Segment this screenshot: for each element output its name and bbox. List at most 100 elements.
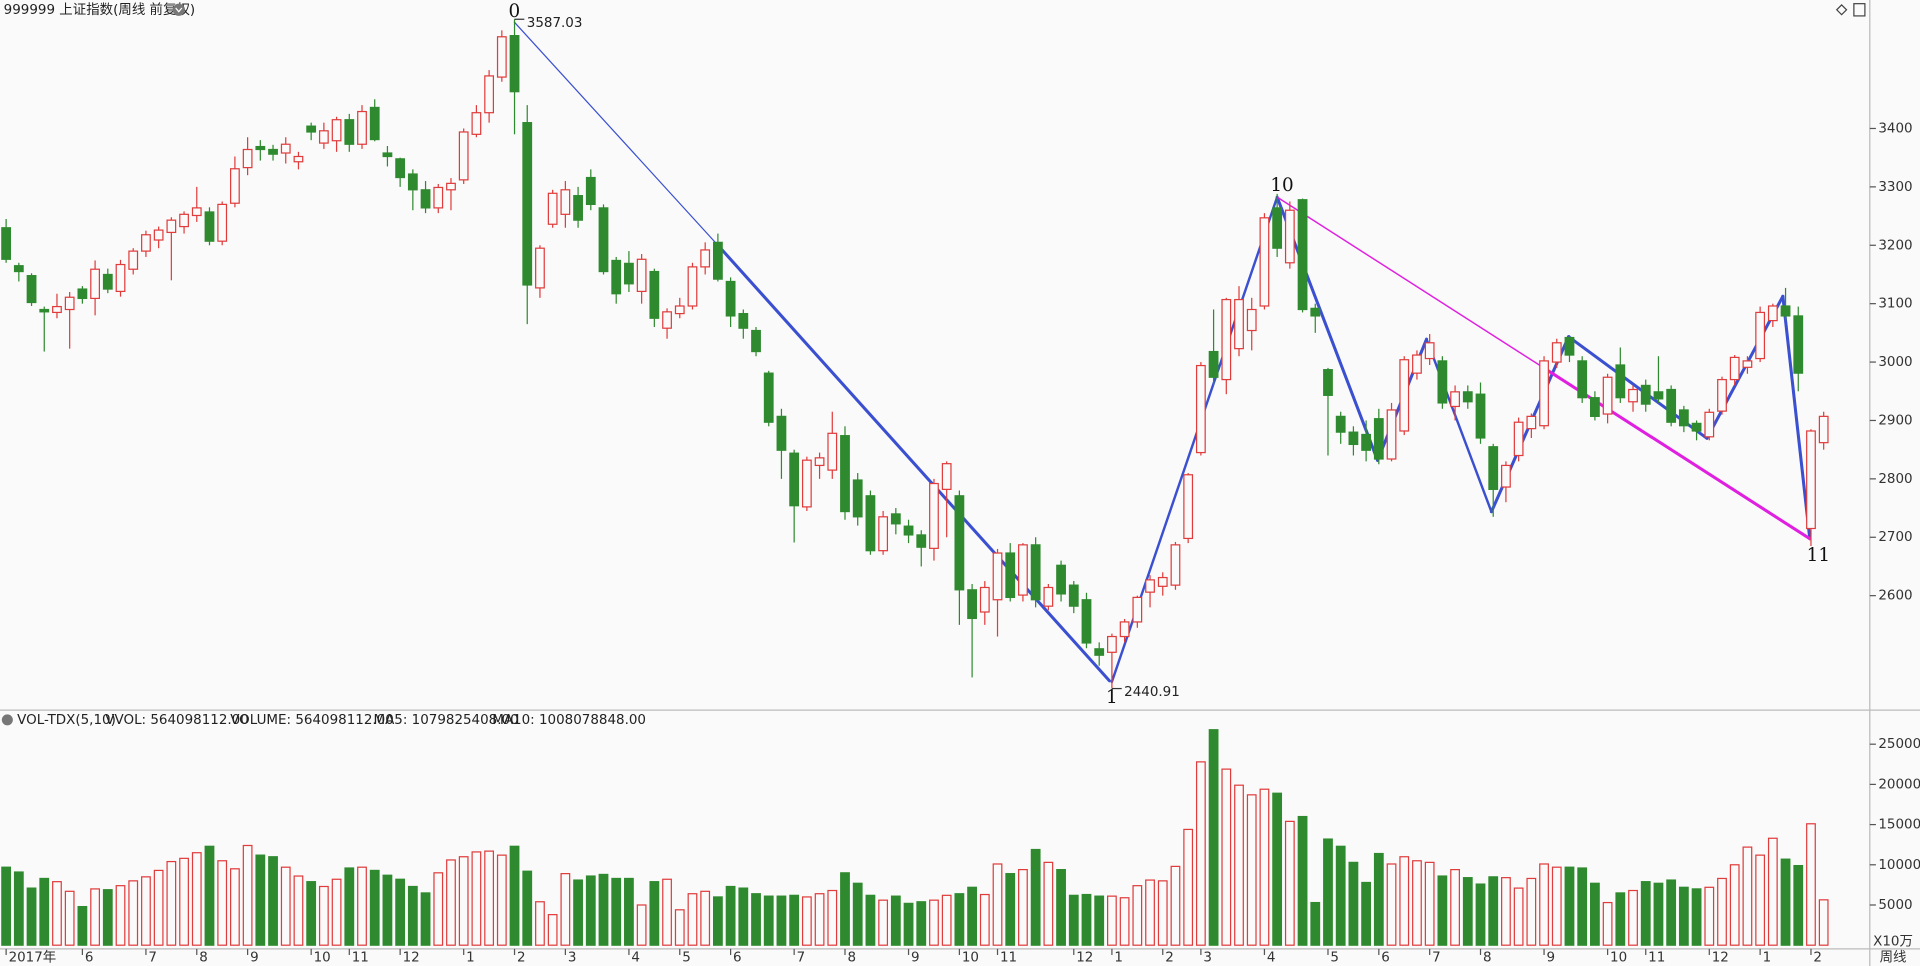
volume-bar xyxy=(1107,895,1117,946)
volume-bar xyxy=(1691,888,1702,946)
volume-bar xyxy=(64,890,75,946)
volume-bar xyxy=(26,887,37,946)
volume-bar xyxy=(1793,864,1804,946)
candle-body xyxy=(433,186,444,209)
toolbar-icon[interactable] xyxy=(1835,4,1848,16)
period-label: 周线 xyxy=(1880,949,1907,965)
candle-body xyxy=(1818,415,1829,444)
indicator: MA10: 1008078848.00 xyxy=(492,713,646,728)
toolbar-icon[interactable] xyxy=(1853,3,1866,17)
candle-body xyxy=(1526,415,1537,430)
volume-bar xyxy=(1323,838,1333,946)
volume-bar xyxy=(420,892,431,946)
x-tick-label: 8 xyxy=(199,950,208,965)
volume-bar xyxy=(1590,882,1600,946)
volume-bar xyxy=(407,885,418,946)
candle-body xyxy=(1068,584,1079,607)
candle-body xyxy=(1717,378,1727,412)
volume-bar xyxy=(1767,837,1778,946)
candle-body xyxy=(13,265,24,273)
y-tick-label: 3000 xyxy=(1878,355,1912,370)
x-tick-label: 11 xyxy=(1000,950,1017,965)
volume-bar xyxy=(1450,869,1460,946)
vol-menu[interactable] xyxy=(1,714,13,726)
candle-body xyxy=(357,110,367,145)
volume-bar xyxy=(1615,892,1626,946)
candle-body xyxy=(585,176,596,206)
x-tick-label: 7 xyxy=(148,950,157,965)
candle-body xyxy=(903,525,914,536)
annotation: 3587.03 xyxy=(527,16,583,31)
x-tick-label: 6 xyxy=(85,950,94,965)
volume-bar xyxy=(878,899,889,946)
wave-line xyxy=(1541,365,1812,541)
volume-bar xyxy=(1157,880,1168,946)
volume-bar xyxy=(585,875,596,946)
candle-body xyxy=(344,119,355,145)
candle-body xyxy=(484,75,495,114)
volume-bar xyxy=(840,872,850,946)
volume-bar xyxy=(77,905,88,946)
candle-body xyxy=(1119,621,1130,638)
candle-body xyxy=(1081,599,1092,644)
x-tick-label: 8 xyxy=(1483,950,1492,965)
volume-bar xyxy=(115,885,126,946)
volume-bar xyxy=(496,854,507,946)
volume-bar xyxy=(738,887,749,946)
volume-bar xyxy=(102,889,113,946)
candle-body xyxy=(1780,305,1791,317)
candle-body xyxy=(649,270,660,319)
candle-body xyxy=(191,207,202,217)
volume-bar xyxy=(331,878,342,946)
candle-body xyxy=(1602,376,1613,415)
candle-body xyxy=(560,189,571,215)
candle-body xyxy=(814,457,825,467)
volume-bar xyxy=(1729,864,1740,946)
volume-bar xyxy=(916,901,927,946)
y-tick-label: 2700 xyxy=(1878,530,1912,545)
x-tick-label: 11 xyxy=(352,950,369,965)
volume-bar xyxy=(547,914,558,946)
volume-bar xyxy=(1564,866,1575,946)
candle-body xyxy=(776,415,787,451)
volume-bar xyxy=(1437,875,1448,946)
title-menu-icon xyxy=(175,7,183,13)
wave-line xyxy=(716,243,1111,683)
y-tick-label: 5000 xyxy=(1878,898,1912,913)
candle-body xyxy=(1208,350,1219,378)
y-tick-label: 25000 xyxy=(1878,737,1920,752)
candle-body xyxy=(674,305,685,315)
volume-bar xyxy=(1068,894,1079,946)
wave-label: 10 xyxy=(1270,175,1293,196)
volume-bar xyxy=(217,860,228,946)
x-tick-label: 9 xyxy=(250,950,259,965)
candle-body xyxy=(242,148,253,169)
candle-body xyxy=(1513,421,1524,457)
candle-body xyxy=(102,273,113,290)
candle-body xyxy=(712,241,723,280)
candle-body xyxy=(916,534,927,548)
candle-body xyxy=(128,250,139,270)
volume-bar xyxy=(801,896,812,946)
candle-body xyxy=(573,195,583,221)
candle-body xyxy=(255,145,266,151)
candle-body xyxy=(1323,369,1333,396)
candle-body xyxy=(1221,298,1232,381)
volume-bar xyxy=(929,899,939,946)
volume-bar xyxy=(751,893,761,946)
wave-line xyxy=(513,21,719,246)
candle-body xyxy=(471,112,482,135)
volume-bar xyxy=(230,868,240,946)
volume-bar xyxy=(1145,879,1155,946)
volume-bar xyxy=(776,895,787,946)
title-menu[interactable] xyxy=(172,3,185,16)
x-tick-label: 12 xyxy=(1076,950,1093,965)
volume-bar xyxy=(598,873,609,946)
candle-body xyxy=(865,495,876,552)
volume-bar xyxy=(1704,886,1715,946)
unit-label: X10万 xyxy=(1873,935,1913,950)
x-tick-label: 11 xyxy=(1648,950,1665,965)
volume-bar xyxy=(166,860,177,946)
candle-body xyxy=(382,152,393,158)
